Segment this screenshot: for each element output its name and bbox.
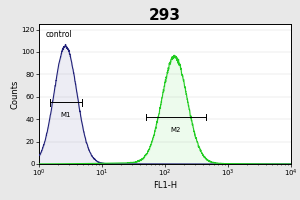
Y-axis label: Counts: Counts xyxy=(11,79,20,109)
Text: M2: M2 xyxy=(171,127,181,133)
Title: 293: 293 xyxy=(149,8,181,23)
Text: M1: M1 xyxy=(61,112,71,118)
Text: control: control xyxy=(45,30,72,39)
X-axis label: FL1-H: FL1-H xyxy=(153,181,177,190)
